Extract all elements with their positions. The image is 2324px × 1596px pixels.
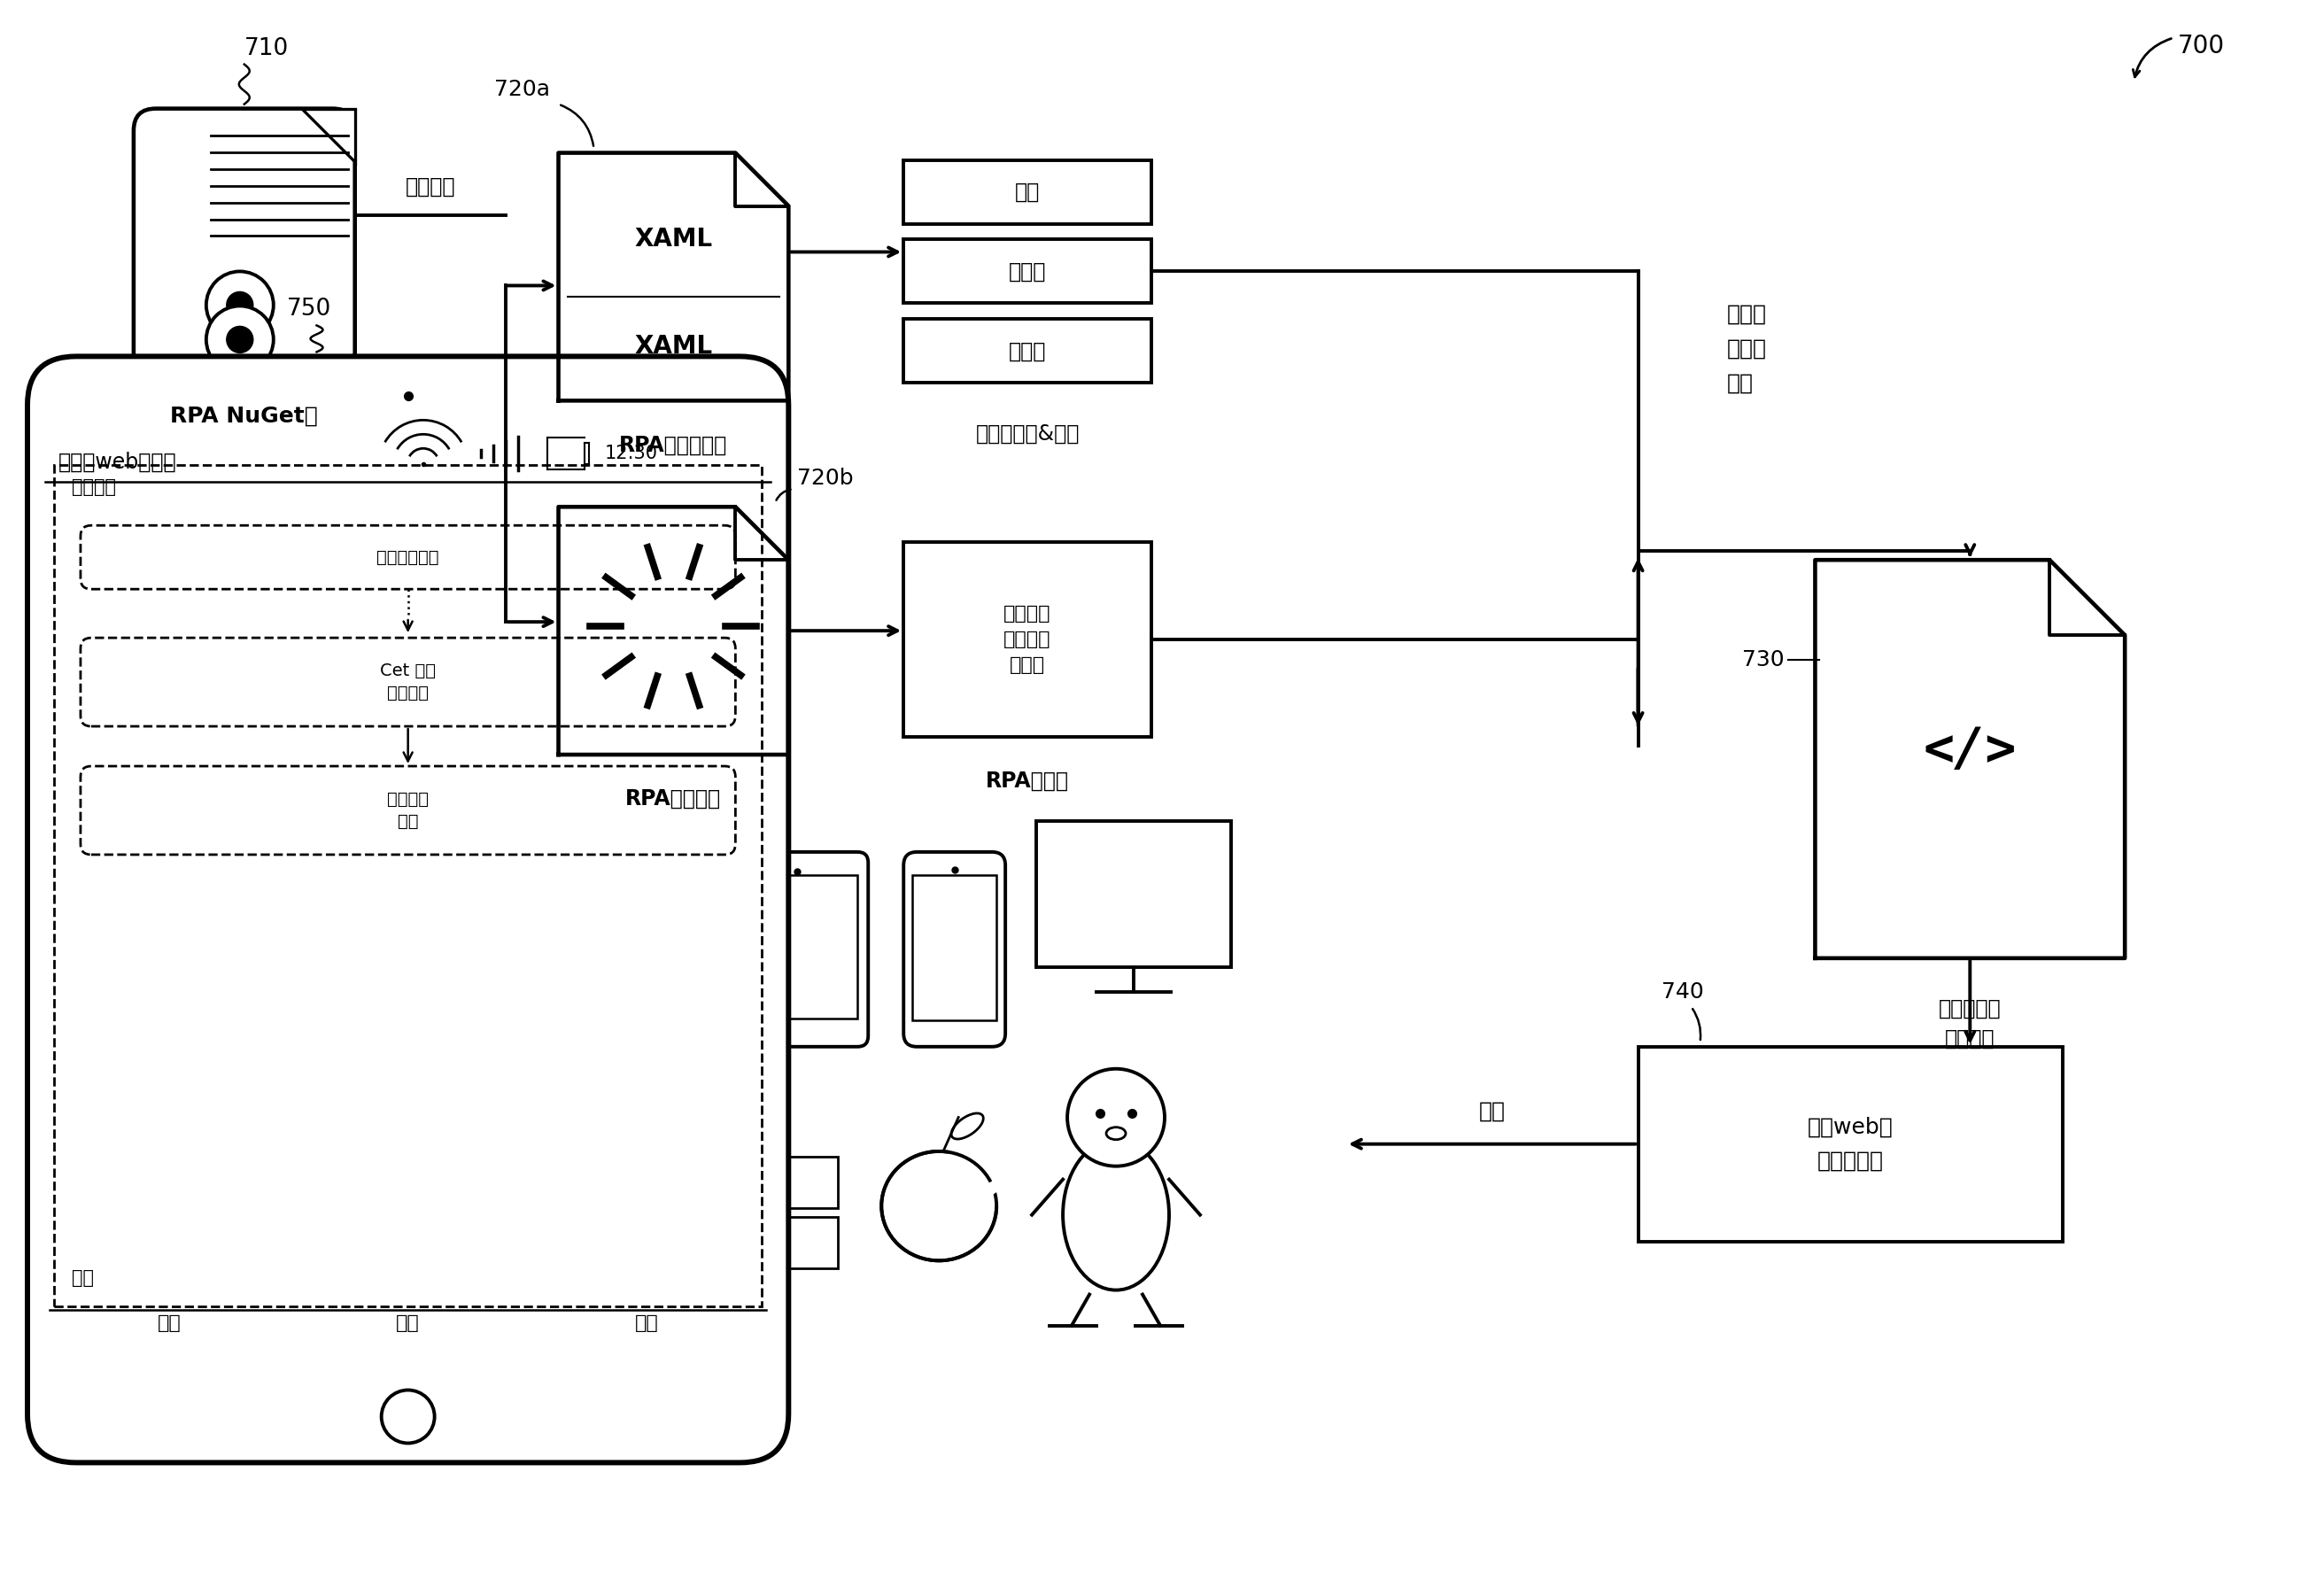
FancyBboxPatch shape	[727, 852, 869, 1047]
Text: 导入: 导入	[634, 1314, 658, 1331]
Text: RPA元数据: RPA元数据	[985, 771, 1069, 792]
Text: 740: 740	[1662, 982, 1703, 1002]
Bar	[913, 875, 997, 1020]
FancyBboxPatch shape	[81, 766, 734, 854]
Bar	[904, 239, 1150, 303]
FancyBboxPatch shape	[81, 638, 734, 726]
Bar	[788, 1157, 839, 1208]
Circle shape	[946, 1136, 1006, 1199]
Text: 流程图: 流程图	[1009, 260, 1046, 282]
Text: 工作流类型&数据: 工作流类型&数据	[976, 423, 1078, 444]
Text: 710: 710	[244, 37, 288, 61]
Bar	[788, 1216, 839, 1267]
Bar	[904, 160, 1150, 223]
Ellipse shape	[1062, 1140, 1169, 1290]
Circle shape	[225, 326, 253, 353]
Text: 提取文件: 提取文件	[404, 176, 456, 196]
Circle shape	[609, 563, 737, 689]
Ellipse shape	[881, 1151, 997, 1261]
Text: 700: 700	[2178, 34, 2224, 57]
Circle shape	[646, 598, 702, 654]
Text: 720a: 720a	[493, 78, 548, 99]
Text: 打印欢迎消息: 打印欢迎消息	[376, 549, 439, 565]
Circle shape	[381, 1390, 435, 1443]
Text: </>: </>	[1924, 725, 2017, 776]
Text: 基于web的
可视化引擎: 基于web的 可视化引擎	[1808, 1117, 1894, 1171]
Text: 12:30: 12:30	[604, 445, 658, 463]
Text: Cet 名称
输入设计: Cet 名称 输入设计	[381, 662, 437, 702]
Text: 序列: 序列	[72, 1269, 93, 1286]
Text: 750: 750	[286, 298, 332, 321]
Text: 简单序列: 简单序列	[72, 479, 116, 496]
Bar	[53, 466, 762, 1306]
Bar	[904, 543, 1150, 737]
Bar	[727, 1157, 779, 1208]
Text: RPA NuGet包: RPA NuGet包	[170, 405, 318, 426]
Text: 配置，
解析，
比较: 配置， 解析， 比较	[1727, 303, 1766, 394]
Text: 参数: 参数	[395, 1314, 421, 1331]
Bar	[1638, 1047, 2064, 1242]
Bar	[904, 319, 1150, 383]
Text: XAML: XAML	[634, 227, 713, 252]
Circle shape	[207, 306, 274, 373]
Ellipse shape	[951, 1114, 983, 1140]
Text: 依赖关系
作者其他
元数据: 依赖关系 作者其他 元数据	[1004, 605, 1050, 674]
FancyBboxPatch shape	[904, 852, 1006, 1047]
Text: 打印细节
完美: 打印细节 完美	[388, 792, 430, 830]
Bar	[1037, 820, 1232, 967]
Text: XAML: XAML	[634, 334, 713, 359]
Text: RPA项目文件: RPA项目文件	[625, 788, 720, 809]
Text: 720b: 720b	[797, 468, 853, 488]
Text: 序列: 序列	[1016, 182, 1041, 203]
Text: 状态机: 状态机	[1009, 340, 1046, 362]
FancyBboxPatch shape	[81, 525, 734, 589]
Text: 变量: 变量	[158, 1314, 181, 1331]
FancyBboxPatch shape	[135, 109, 356, 373]
Text: 绘制: 绘制	[1478, 1101, 1506, 1122]
Bar	[727, 1216, 779, 1267]
Bar	[737, 875, 858, 1018]
Polygon shape	[302, 109, 356, 161]
Circle shape	[207, 271, 274, 338]
FancyBboxPatch shape	[28, 356, 788, 1462]
Circle shape	[225, 292, 253, 318]
Ellipse shape	[1106, 1127, 1125, 1140]
Text: 730: 730	[1743, 650, 1785, 670]
Circle shape	[1067, 1069, 1164, 1167]
Text: 通用工作流
对象模型: 通用工作流 对象模型	[1938, 998, 2001, 1049]
Text: RPA工作流文件: RPA工作流文件	[621, 434, 727, 455]
Text: 工作流web查看器: 工作流web查看器	[58, 452, 177, 472]
